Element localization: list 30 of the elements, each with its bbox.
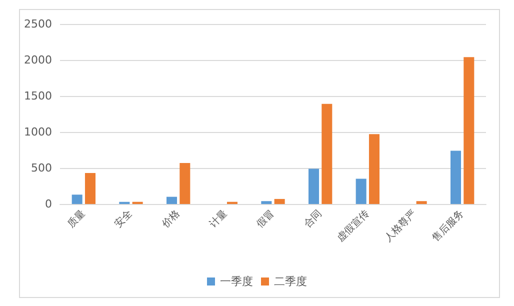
y-tick-label: 0 [45,198,52,210]
bar [180,162,190,204]
x-tick-label: 售后服务 [429,207,466,244]
legend-label: 一季度 [220,275,253,288]
bar [166,196,178,204]
y-tick-label: 2500 [24,18,52,30]
x-tick-label: 质量 [64,207,88,230]
bar [84,173,96,204]
x-tick-label: 人格尊严 [382,207,419,244]
x-tick-label: 安全 [112,207,135,230]
legend-label: 二季度 [274,275,307,288]
y-tick-label: 1500 [24,90,52,102]
bar [368,134,380,204]
x-tick-label: 计量 [206,207,230,230]
y-tick-label: 1000 [24,126,52,138]
x-tick-label: 虚假宣传 [334,207,372,244]
x-tick-label: 合同 [302,207,324,230]
bar [274,198,285,204]
bar [464,57,474,204]
bar [308,168,320,204]
x-tick-label: 假冒 [254,208,277,230]
y-tick-label: 500 [31,162,52,174]
x-tick-label: 价格 [158,207,182,231]
bar [450,150,462,204]
bar [416,201,427,204]
bar [356,178,366,204]
bar [322,104,332,204]
y-tick-label: 2000 [24,54,52,66]
bar [261,201,272,204]
bar [72,194,82,204]
